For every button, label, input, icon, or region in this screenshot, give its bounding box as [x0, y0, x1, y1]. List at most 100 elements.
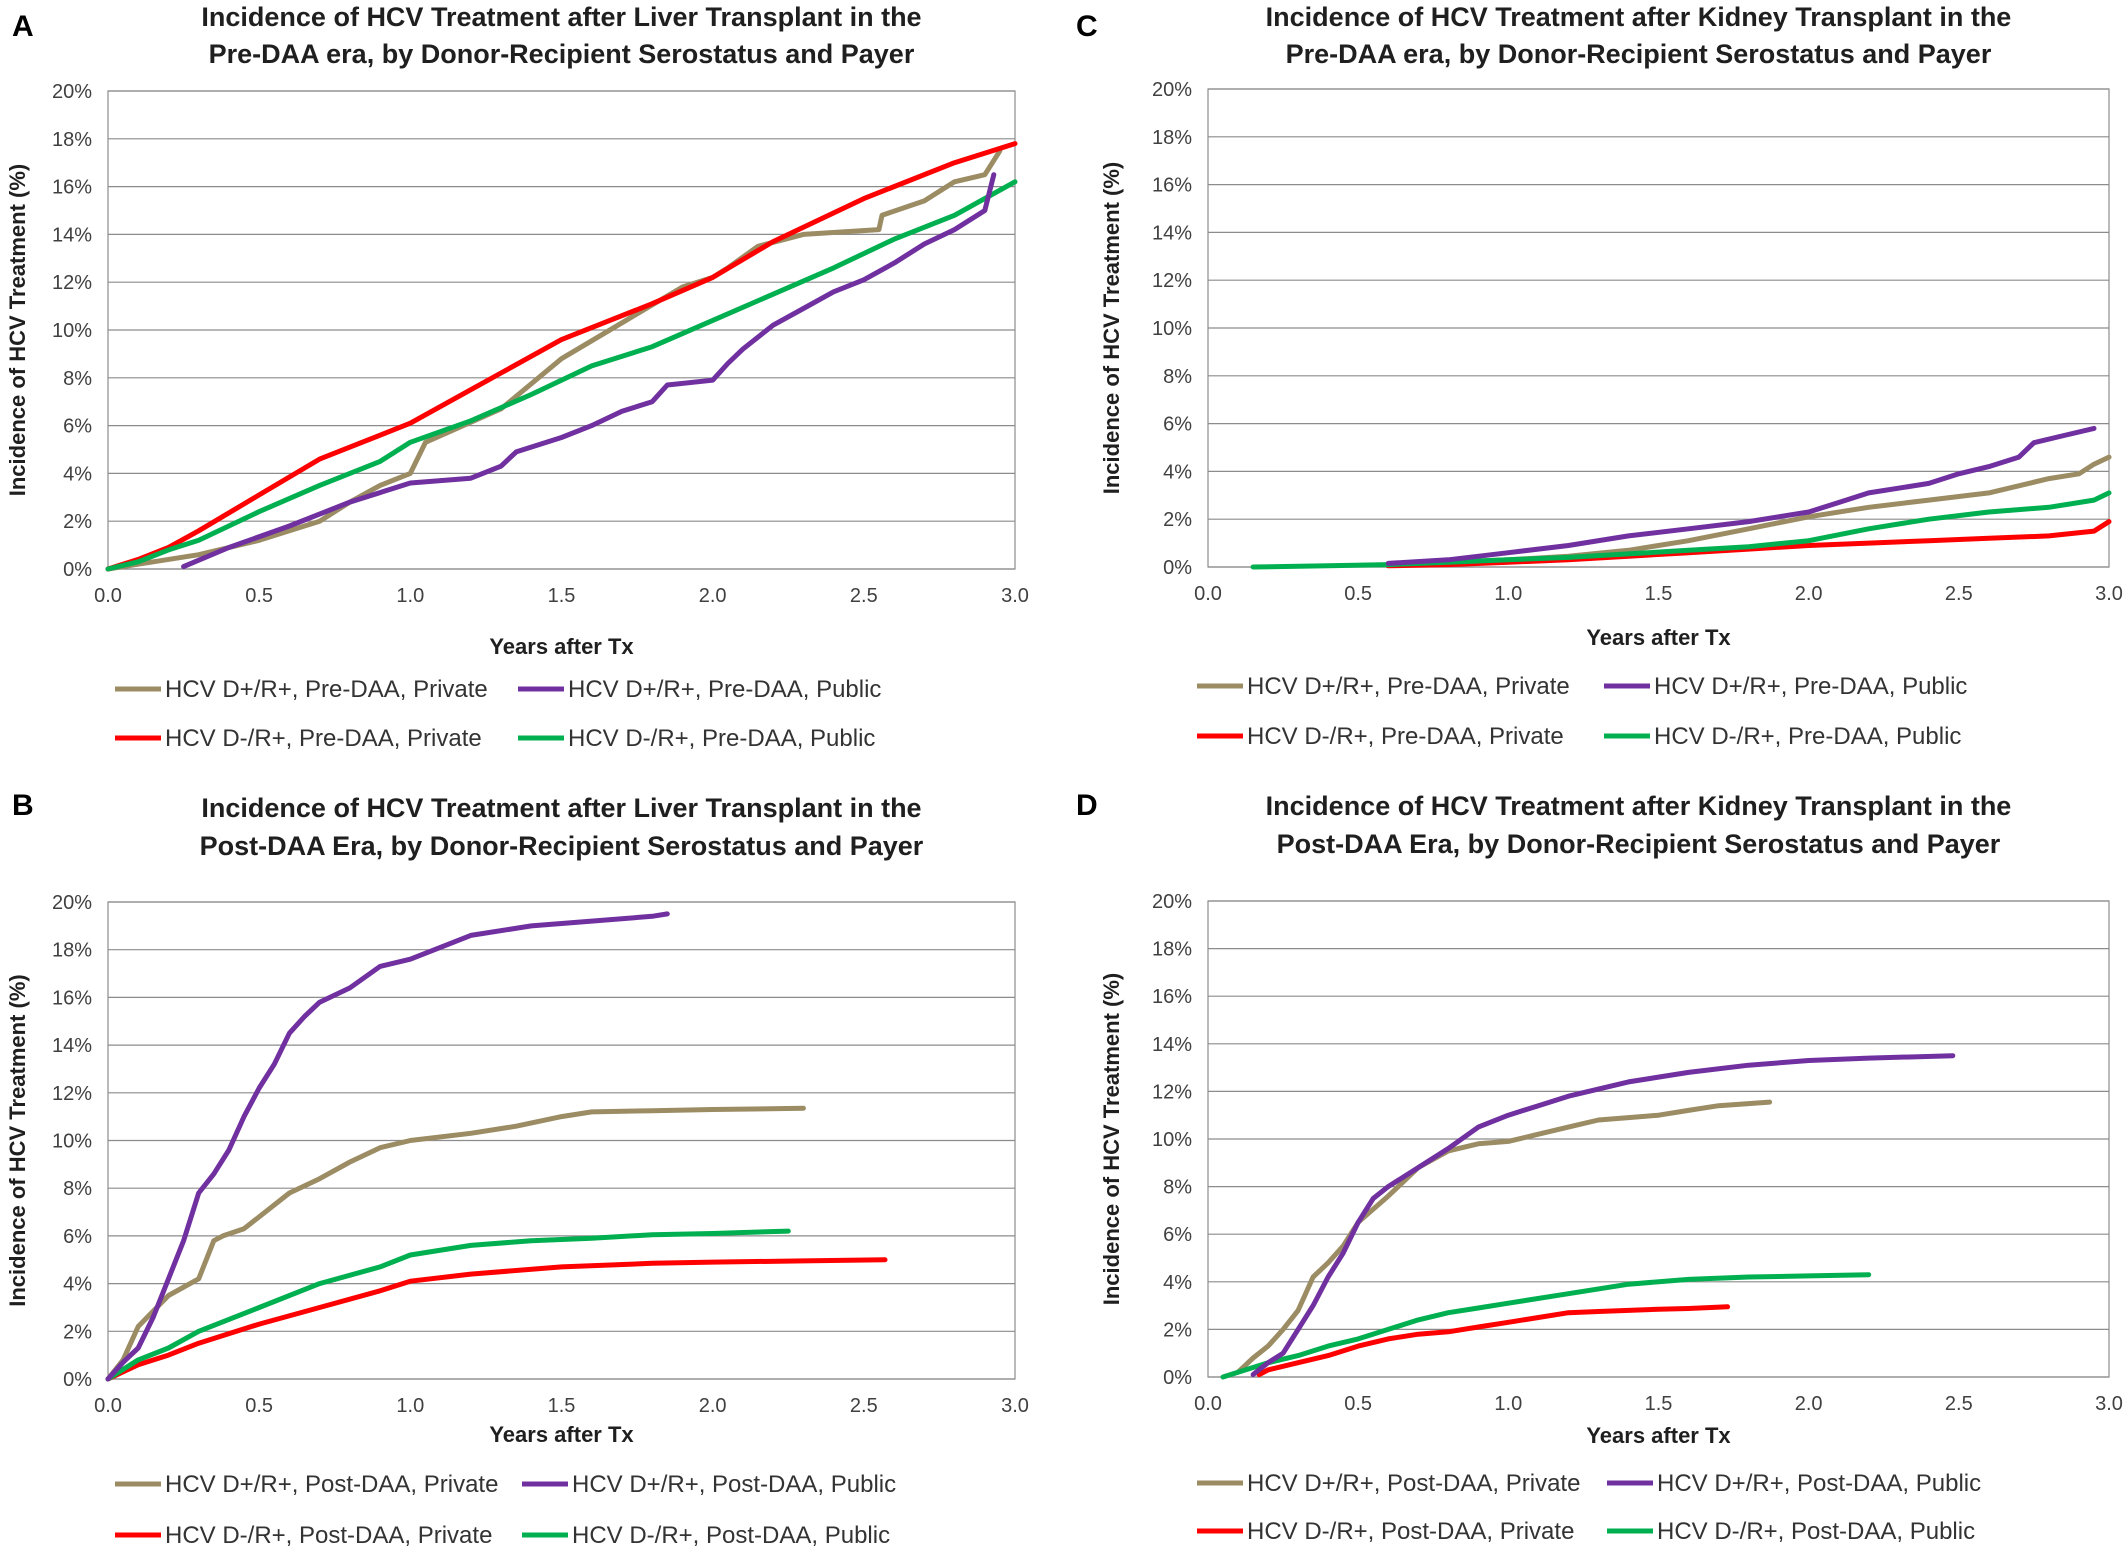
y-tick-label: 12%	[1152, 270, 1192, 292]
chart-title-line: Incidence of HCV Treatment after Liver T…	[201, 2, 921, 32]
x-tick-label: 1.5	[1645, 583, 1673, 605]
x-tick-label: 1.5	[548, 1395, 576, 1417]
y-tick-label: 2%	[1163, 1319, 1192, 1341]
legend-entry: HCV D+/R+, Post-DAA, Private	[1247, 1470, 1580, 1497]
legend-entry: HCV D+/R+, Pre-DAA, Private	[165, 676, 488, 703]
legend-entry: HCV D+/R+, Post-DAA, Public	[572, 1471, 896, 1498]
y-tick-label: 20%	[52, 892, 92, 914]
y-tick-label: 6%	[63, 416, 92, 438]
series-line-3	[105, 1257, 888, 1382]
y-tick-label: 8%	[1163, 1177, 1192, 1199]
series-line-2	[1385, 425, 2097, 566]
chart-svg: C Incidence of HCV Treatment after Kidney…	[1076, 2, 2123, 750]
series-line-4	[1220, 1272, 1872, 1380]
series-line-1	[1235, 1099, 1773, 1375]
series-line-4	[105, 1228, 791, 1382]
x-tick-label: 2.5	[1945, 1393, 1973, 1415]
x-tick-label: 0.5	[1344, 1393, 1372, 1415]
y-tick-label: 16%	[1152, 175, 1192, 197]
series-line-2	[1250, 1053, 1956, 1378]
y-tick-label: 0%	[1163, 557, 1192, 579]
series-line-3	[105, 141, 1018, 572]
y-tick-label: 2%	[63, 511, 92, 533]
y-tick-label: 8%	[63, 368, 92, 390]
chart-title-line: Post-DAA Era, by Donor-Recipient Serosta…	[200, 831, 924, 861]
legend-entry: HCV D-/R+, Pre-DAA, Private	[165, 725, 482, 752]
legend-entry: HCV D-/R+, Post-DAA, Private	[1247, 1518, 1574, 1545]
y-tick-label: 20%	[1152, 79, 1192, 101]
y-tick-label: 10%	[1152, 318, 1192, 340]
chart-svg: D Incidence of HCV Treatment after Kidney…	[1076, 789, 2123, 1545]
y-tick-label: 18%	[52, 940, 92, 962]
x-tick-label: 0.5	[1344, 583, 1372, 605]
x-tick-label: 2.5	[850, 585, 878, 607]
series-line-1	[105, 148, 1003, 572]
x-tick-label: 2.0	[699, 1395, 727, 1417]
legend-entry: HCV D-/R+, Post-DAA, Public	[1657, 1518, 1975, 1545]
series-line-1	[105, 1105, 806, 1382]
legend-entry: HCV D-/R+, Post-DAA, Public	[572, 1522, 890, 1549]
y-tick-label: 18%	[1152, 939, 1192, 961]
x-tick-label: 3.0	[1001, 585, 1029, 607]
plot-frame	[1207, 88, 2110, 568]
x-tick-label: 2.5	[1945, 583, 1973, 605]
y-tick-label: 8%	[1163, 366, 1192, 388]
y-tick-label: 14%	[1152, 1034, 1192, 1056]
chart-svg: B Incidence of HCV Treatment after Liver …	[5, 789, 1029, 1549]
x-axis-label: Years after Tx	[1586, 625, 1731, 650]
chart-title-line: Incidence of HCV Treatment after Kidney …	[1266, 791, 2012, 821]
series-line-2	[105, 911, 670, 1382]
x-axis-label: Years after Tx	[489, 634, 634, 659]
x-tick-label: 1.5	[1645, 1393, 1673, 1415]
x-tick-label: 0.5	[245, 1395, 273, 1417]
y-tick-label: 20%	[52, 81, 92, 103]
x-tick-label: 2.0	[699, 585, 727, 607]
y-axis-label: Incidence of HCV Treatment (%)	[1099, 162, 1124, 495]
x-tick-label: 1.0	[396, 1395, 424, 1417]
x-tick-label: 3.0	[2095, 583, 2123, 605]
chart-panel-a: A Incidence of HCV Treatment after Liver …	[0, 0, 1064, 779]
x-tick-label: 1.0	[1494, 1393, 1522, 1415]
y-tick-label: 8%	[63, 1178, 92, 1200]
x-tick-label: 0.0	[1194, 583, 1222, 605]
x-tick-label: 2.5	[850, 1395, 878, 1417]
x-tick-label: 0.0	[1194, 1393, 1222, 1415]
chart-title-line: Pre-DAA era, by Donor-Recipient Serostat…	[1286, 39, 1992, 69]
chart-svg: A Incidence of HCV Treatment after Liver …	[5, 2, 1029, 752]
x-tick-label: 2.0	[1795, 1393, 1823, 1415]
y-tick-label: 10%	[52, 320, 92, 342]
x-tick-label: 2.0	[1795, 583, 1823, 605]
y-tick-label: 16%	[52, 177, 92, 199]
series-line-2	[181, 172, 997, 570]
panel-label: B	[12, 789, 34, 822]
x-tick-label: 1.0	[1494, 583, 1522, 605]
y-tick-label: 18%	[1152, 127, 1192, 149]
chart-panel-b: B Incidence of HCV Treatment after Liver …	[0, 779, 1064, 1558]
x-axis-label: Years after Tx	[489, 1422, 634, 1447]
y-tick-label: 18%	[52, 129, 92, 151]
x-tick-label: 0.5	[245, 585, 273, 607]
legend-entry: HCV D+/R+, Post-DAA, Public	[1657, 1470, 1981, 1497]
y-tick-label: 12%	[52, 272, 92, 294]
x-tick-label: 1.0	[396, 585, 424, 607]
y-tick-label: 10%	[1152, 1129, 1192, 1151]
legend-entry: HCV D+/R+, Pre-DAA, Public	[1654, 673, 1967, 700]
legend-entry: HCV D+/R+, Pre-DAA, Private	[1247, 673, 1570, 700]
legend-entry: HCV D-/R+, Pre-DAA, Public	[568, 725, 875, 752]
y-tick-label: 16%	[52, 987, 92, 1009]
x-tick-label: 0.0	[94, 585, 122, 607]
chart-title-line: Pre-DAA era, by Donor-Recipient Serostat…	[209, 39, 915, 69]
x-tick-label: 0.0	[94, 1395, 122, 1417]
legend-entry: HCV D+/R+, Pre-DAA, Public	[568, 676, 881, 703]
y-tick-label: 14%	[52, 1035, 92, 1057]
y-tick-label: 6%	[1163, 1224, 1192, 1246]
y-tick-label: 6%	[1163, 414, 1192, 436]
y-tick-label: 14%	[52, 224, 92, 246]
x-tick-label: 1.5	[548, 585, 576, 607]
legend-entry: HCV D-/R+, Pre-DAA, Private	[1247, 723, 1564, 750]
y-tick-label: 12%	[1152, 1081, 1192, 1103]
y-tick-label: 4%	[63, 463, 92, 485]
legend-entry: HCV D+/R+, Post-DAA, Private	[165, 1471, 498, 1498]
plot-frame	[1207, 900, 2110, 1378]
y-tick-label: 0%	[63, 1369, 92, 1391]
